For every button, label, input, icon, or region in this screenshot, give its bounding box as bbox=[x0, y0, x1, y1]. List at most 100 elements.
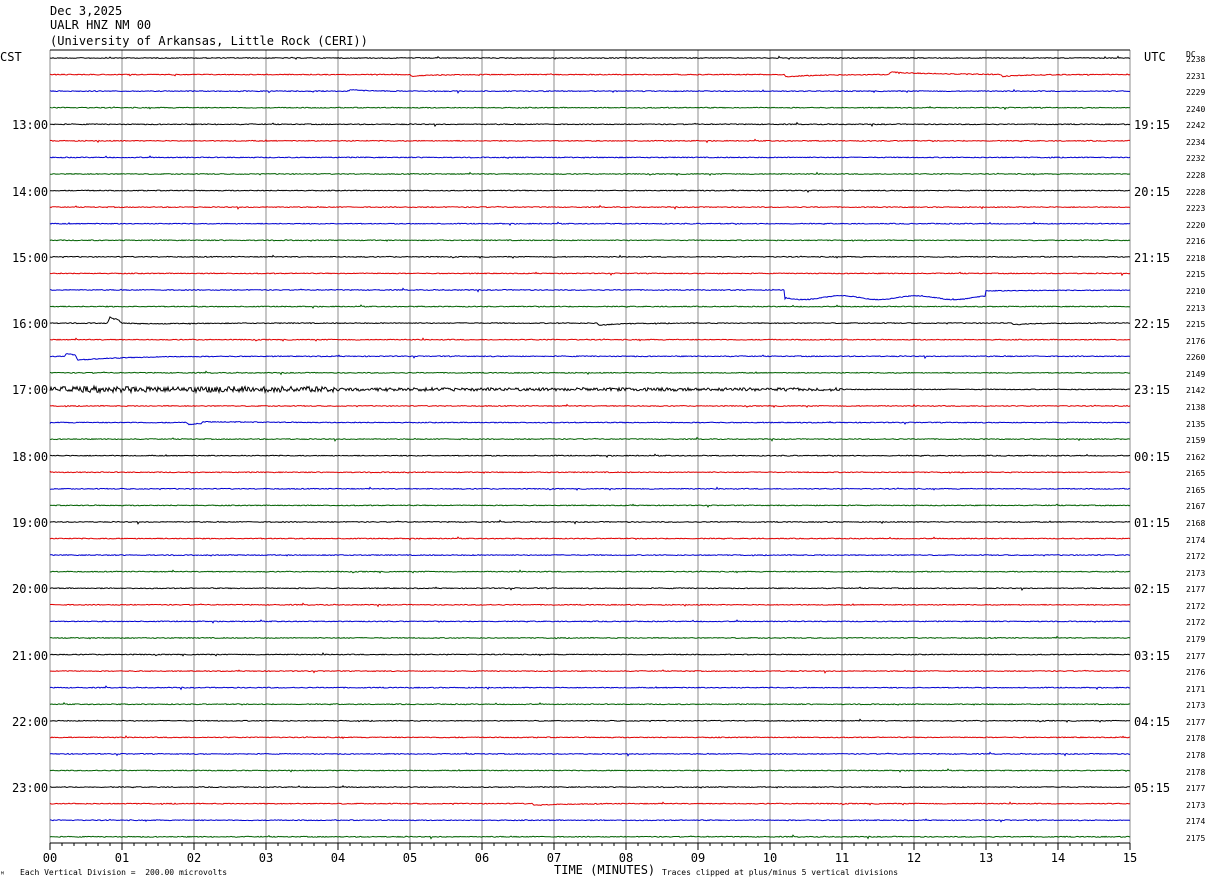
trace-line-14 bbox=[49, 287, 1131, 301]
dc-value: 2142 bbox=[1186, 386, 1206, 396]
station-label: UALR HNZ NM 00 bbox=[50, 18, 152, 32]
trace-line-17 bbox=[49, 337, 1131, 342]
trace-line-40 bbox=[49, 718, 1131, 723]
trace-line-44 bbox=[49, 784, 1131, 789]
utc-hour-label: 03:15 bbox=[1134, 648, 1171, 663]
trace-line-37 bbox=[49, 669, 1130, 674]
dc-value: 2177 bbox=[1186, 784, 1206, 794]
trace-line-11 bbox=[49, 239, 1131, 242]
corner-mark: ᴹ bbox=[0, 870, 5, 879]
dc-value: 2228 bbox=[1186, 170, 1206, 180]
utc-hour-label: 21:15 bbox=[1134, 250, 1171, 265]
scale-note: Each Vertical Division = 200.00 microvol… bbox=[20, 868, 228, 877]
x-tick-label: 13 bbox=[979, 851, 993, 865]
dc-value: 2176 bbox=[1186, 336, 1206, 346]
institution-label: (University of Arkansas, Little Rock (CE… bbox=[50, 34, 368, 48]
x-tick-label: 15 bbox=[1123, 851, 1137, 865]
trace-line-20 bbox=[49, 384, 1131, 395]
dc-value: 2238 bbox=[1186, 55, 1206, 64]
dc-value: 2165 bbox=[1186, 469, 1206, 479]
dc-value: 2216 bbox=[1186, 237, 1206, 247]
trace-line-28 bbox=[49, 519, 1131, 525]
utc-hour-label: 19:15 bbox=[1134, 118, 1171, 133]
trace-line-6 bbox=[49, 155, 1131, 159]
dc-value: 2174 bbox=[1186, 817, 1206, 827]
trace-line-3 bbox=[49, 105, 1131, 111]
utc-hour-label: 23:15 bbox=[1134, 383, 1171, 398]
dc-value: 2177 bbox=[1186, 585, 1206, 595]
trace-line-39 bbox=[49, 701, 1131, 706]
cst-hour-label: 20:00 bbox=[12, 582, 49, 597]
trace-line-30 bbox=[49, 554, 1131, 557]
utc-hour-label: 01:15 bbox=[1134, 515, 1171, 530]
time-grid bbox=[49, 49, 1131, 843]
trace-line-33 bbox=[50, 602, 1131, 608]
cst-axis-title: CST bbox=[0, 50, 22, 64]
cst-hour-label: 19:00 bbox=[12, 515, 49, 530]
dc-value: 2173 bbox=[1186, 800, 1206, 810]
dc-value: 2179 bbox=[1186, 634, 1206, 644]
trace-line-38 bbox=[49, 685, 1131, 691]
x-tick-label: 04 bbox=[331, 851, 345, 865]
x-tick-group: 00 01 02 03 04 05 06 07 08 09 10 11 12 13 14 15 bbox=[43, 842, 1137, 865]
trace-line-34 bbox=[49, 619, 1131, 624]
dc-value: 2176 bbox=[1186, 668, 1206, 678]
utc-hour-label: 22:15 bbox=[1134, 317, 1171, 332]
utc-hour-label: 04:15 bbox=[1134, 714, 1171, 729]
date-label: Dec 3,2025 bbox=[50, 4, 123, 18]
x-tick-label: 08 bbox=[619, 851, 633, 865]
utc-hour-label: 05:15 bbox=[1134, 781, 1171, 796]
cst-hour-label: 18:00 bbox=[12, 449, 49, 464]
x-tick-label: 06 bbox=[475, 851, 489, 865]
dc-value: 2177 bbox=[1186, 717, 1206, 727]
trace-line-25 bbox=[49, 470, 1131, 474]
dc-value: 2173 bbox=[1186, 701, 1206, 711]
cst-hour-label: 14:00 bbox=[12, 184, 49, 199]
trace-line-15 bbox=[49, 304, 1131, 309]
cst-hour-label: 15:00 bbox=[12, 250, 49, 265]
trace-line-45 bbox=[49, 801, 1131, 806]
trace-line-29 bbox=[49, 536, 1131, 541]
dc-value: 2178 bbox=[1186, 767, 1206, 777]
dc-value: 2172 bbox=[1186, 552, 1206, 562]
x-axis-title: TIME (MINUTES) bbox=[554, 863, 656, 877]
trace-line-1 bbox=[49, 71, 1131, 78]
trace-line-27 bbox=[49, 503, 1131, 508]
x-tick-label: 00 bbox=[43, 851, 57, 865]
dc-value: 2178 bbox=[1186, 750, 1206, 760]
dc-value: 2165 bbox=[1186, 485, 1206, 495]
dc-value: 2220 bbox=[1186, 220, 1206, 230]
x-tick-label: 01 bbox=[115, 851, 129, 865]
trace-line-12 bbox=[49, 254, 1131, 259]
x-tick-label: 05 bbox=[403, 851, 417, 865]
dc-value: 2242 bbox=[1186, 121, 1206, 131]
trace-line-35 bbox=[49, 635, 1131, 640]
dc-value: 2135 bbox=[1186, 419, 1206, 429]
trace-line-13 bbox=[49, 271, 1131, 277]
dc-value: 2177 bbox=[1186, 651, 1206, 661]
cst-hour-label: 21:00 bbox=[12, 648, 49, 663]
dc-value: 2178 bbox=[1186, 734, 1206, 744]
dc-value: 2168 bbox=[1186, 518, 1206, 528]
trace-line-5 bbox=[49, 138, 1130, 144]
x-tick-label: 07 bbox=[547, 851, 561, 865]
dc-value: 2213 bbox=[1186, 303, 1206, 313]
trace-line-32 bbox=[49, 586, 1131, 592]
utc-hour-label: 20:15 bbox=[1134, 184, 1171, 199]
dc-value: 2240 bbox=[1186, 104, 1206, 114]
trace-line-16 bbox=[49, 316, 1130, 326]
dc-value: 2228 bbox=[1186, 187, 1206, 197]
trace-line-26 bbox=[50, 486, 1131, 491]
trace-line-2 bbox=[50, 88, 1131, 94]
trace-line-22 bbox=[49, 420, 1131, 426]
trace-line-42 bbox=[49, 751, 1131, 757]
dc-value: 2210 bbox=[1186, 286, 1206, 296]
cst-hour-label: 17:00 bbox=[12, 383, 49, 398]
trace-line-4 bbox=[50, 121, 1131, 128]
utc-hour-label: 02:15 bbox=[1134, 582, 1171, 597]
trace-line-46 bbox=[49, 818, 1131, 823]
trace-line-8 bbox=[50, 188, 1131, 194]
dc-value: 2229 bbox=[1186, 88, 1206, 98]
x-tick-label: 09 bbox=[691, 851, 705, 865]
